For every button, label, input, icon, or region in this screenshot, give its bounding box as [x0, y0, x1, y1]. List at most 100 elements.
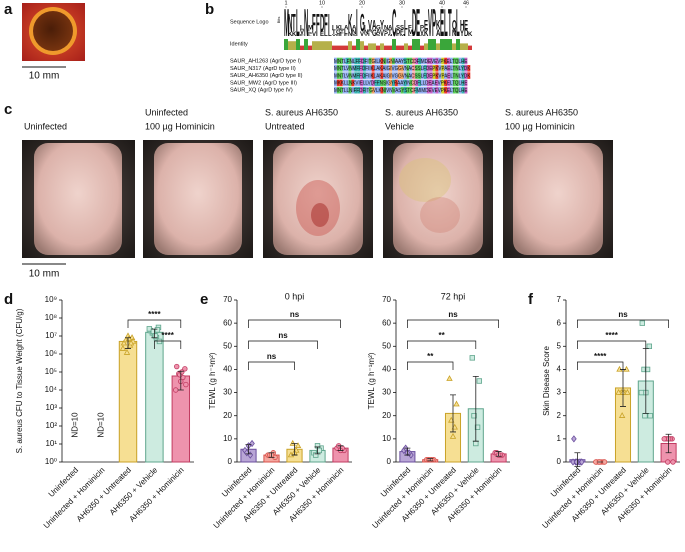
residue-bg [377, 57, 381, 65]
residue-bg [342, 65, 346, 72]
data-point [476, 378, 483, 384]
residue-bg [363, 65, 366, 72]
residue-bg [455, 86, 459, 94]
residue-bg [452, 72, 456, 79]
residue-bg [435, 86, 439, 94]
residue-bg [377, 86, 381, 94]
residue-bg [455, 72, 459, 79]
identity-bar [284, 39, 288, 50]
residue-bg [389, 86, 392, 94]
significance-label: ** [438, 331, 445, 340]
sequence: MNTLLNIFFDFITGVLKNIVNVASYSTCFMIMDEVEVPKE… [334, 88, 468, 94]
identity-bar [452, 43, 456, 50]
residue-bg [421, 65, 424, 72]
logo-letter: I [316, 31, 318, 38]
logo-letter: V [300, 29, 305, 36]
y-tick-label: 10² [45, 421, 57, 430]
logo-letter: A [388, 24, 393, 31]
photo-label: Uninfected [145, 107, 188, 117]
data-point [616, 365, 623, 372]
residue-bg [429, 65, 433, 72]
residue-bg [441, 72, 445, 79]
y-tick-label: 7 [557, 295, 562, 304]
data-point [665, 459, 671, 465]
photo-label: 100 µg Hominicin [145, 121, 215, 131]
identity-bar [436, 43, 440, 50]
residue-bg [435, 57, 439, 65]
residue-bg [386, 72, 390, 79]
residue-bg [334, 65, 337, 72]
residue-bg [415, 86, 419, 94]
residue-bg [464, 86, 468, 94]
residue-bg [345, 79, 349, 87]
logo-letter: L [404, 18, 408, 34]
logo-letter: L [296, 1, 300, 44]
identity-bar [352, 45, 356, 50]
photo-label: S. aureus AH6350 [265, 107, 338, 117]
position-tick-label: 10 [319, 0, 325, 6]
logo-title: Sequence Logo [230, 19, 269, 25]
scale-bar-label: 10 mm [29, 71, 60, 82]
residue-bg [351, 65, 355, 72]
logo-letter: R [368, 29, 372, 34]
data-point [670, 459, 676, 465]
logo-letter: N [352, 29, 357, 36]
residue-bg [392, 57, 395, 65]
residue-bg [423, 57, 427, 65]
logo-letter: K [348, 10, 352, 37]
identity-bar [384, 45, 388, 50]
error-bar [337, 445, 344, 451]
panel-label: c [4, 101, 12, 118]
residue-bg [354, 72, 358, 79]
data-point [639, 320, 645, 326]
logo-letter: N [304, 1, 308, 44]
residue-bg [458, 57, 462, 65]
identity-bar [396, 45, 400, 50]
residue-bg [380, 72, 384, 79]
photo-label: S. aureus AH6350 [505, 107, 578, 117]
photo-label: Vehicle [385, 121, 414, 131]
data-point [571, 435, 577, 443]
logo-letter: A [344, 24, 349, 31]
data-point [448, 416, 455, 423]
logo-letter: N [364, 29, 369, 36]
logo-letter: I [384, 33, 387, 37]
residue-bg [441, 79, 445, 87]
residue-bg [371, 72, 375, 79]
position-tick-label: 40 [439, 0, 445, 6]
y-tick-label: 30 [382, 388, 391, 397]
significance-bracket [154, 340, 182, 349]
y-tick-label: 50 [223, 341, 232, 350]
identity-bar [392, 39, 396, 50]
residue-bg [412, 79, 416, 87]
residue-bg [429, 86, 433, 94]
significance-bracket [407, 340, 477, 349]
logo-letter: C [392, 1, 396, 44]
significance-bracket [407, 319, 499, 328]
data-point [469, 355, 475, 361]
error-bar [472, 375, 479, 442]
residue-bg [444, 79, 448, 87]
y-tick-label: 5 [557, 341, 562, 350]
position-tick-label: 20 [359, 0, 365, 6]
residue-bg [380, 65, 384, 72]
residue-bg [409, 65, 413, 72]
residue-bg [374, 72, 378, 79]
residue-bg [374, 65, 378, 72]
logo-letter: V [340, 29, 345, 33]
logo-letter: L [408, 33, 412, 37]
residue-bg [389, 79, 392, 87]
data-point [313, 452, 319, 458]
residue-bg [368, 86, 372, 94]
residue-bg [421, 79, 424, 87]
identity-bar [424, 43, 428, 50]
sequence-name: SAUR_MW2 (AgrD type III) [230, 80, 297, 86]
residue-bg [432, 72, 436, 79]
residue-bg [426, 86, 430, 94]
residue-bg [389, 72, 392, 79]
error-bar [427, 458, 434, 462]
residue-bg [429, 72, 433, 79]
logo-letter: A [352, 24, 357, 31]
y-tick-label: 10⁸ [45, 313, 57, 322]
logo-letter: Y [364, 33, 369, 37]
